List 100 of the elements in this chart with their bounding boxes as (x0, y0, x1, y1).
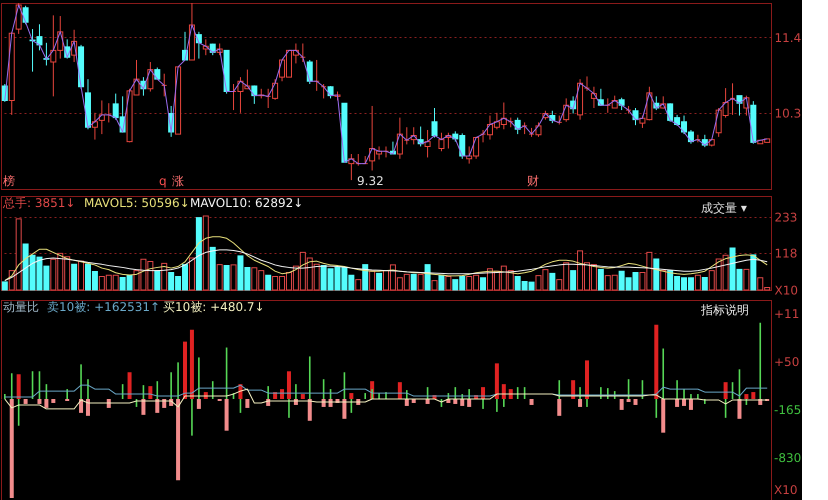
bar (154, 270, 160, 290)
bar (750, 254, 756, 290)
bar (362, 264, 368, 290)
text: -165 (774, 403, 802, 417)
bar (190, 330, 194, 400)
bar (10, 399, 14, 498)
bar (300, 394, 305, 400)
bar (216, 264, 223, 290)
text: +50 (774, 355, 800, 369)
bar (196, 399, 201, 409)
bar (224, 265, 230, 290)
bar (688, 399, 693, 410)
bar (620, 399, 624, 410)
candlestick (320, 83, 327, 99)
bar (530, 399, 534, 405)
bar (224, 399, 229, 431)
bar (480, 277, 486, 290)
bar (494, 363, 499, 400)
bar (44, 399, 48, 408)
candlestick (438, 132, 444, 152)
y-tick-label: 11.4 (774, 30, 802, 45)
line-series (4, 249, 768, 282)
bar (682, 399, 686, 406)
bar (502, 384, 506, 400)
bar (155, 399, 160, 413)
bar (584, 360, 589, 400)
bar (404, 399, 409, 406)
bar (653, 258, 660, 290)
annotation: 榜 (3, 174, 15, 188)
bar (188, 258, 195, 290)
bar (376, 272, 382, 290)
bar (432, 280, 438, 290)
bar (675, 399, 680, 407)
bar (78, 260, 84, 290)
y-tick-label: 118 (774, 246, 798, 261)
bar (661, 399, 666, 433)
text: -830 (774, 451, 802, 465)
annotation: 成交量 ▾ (701, 201, 747, 215)
bar (16, 374, 21, 400)
bar (161, 262, 168, 290)
bar (202, 216, 209, 290)
bar (598, 268, 604, 290)
bar (694, 274, 701, 290)
bar (426, 399, 430, 404)
candlestick (300, 42, 306, 63)
bar (751, 392, 756, 400)
text: +11 (774, 307, 800, 321)
bar (86, 399, 90, 416)
bar (349, 393, 354, 400)
y-tick-label: X10 (774, 284, 798, 298)
bar (660, 270, 666, 290)
bar (438, 274, 444, 290)
candlestick (92, 112, 98, 140)
bar (265, 274, 272, 290)
candlestick (43, 42, 50, 66)
bar (2, 281, 8, 290)
bar (342, 399, 346, 419)
candlestick (730, 82, 736, 116)
candlestick (22, 5, 29, 25)
bar (308, 399, 312, 421)
bar (355, 279, 362, 290)
candlestick (161, 73, 168, 97)
bar (230, 264, 237, 290)
text: 买10被: +480.7↓ (163, 300, 265, 314)
bar (508, 389, 513, 400)
bar (578, 399, 582, 407)
bar (286, 371, 291, 400)
bar (743, 268, 750, 290)
text: 指标说明 (700, 303, 749, 317)
bar (418, 274, 424, 290)
text: 卖10被: +162531↑ (47, 300, 160, 314)
bar (724, 382, 728, 400)
bar (128, 372, 132, 400)
bar (460, 399, 464, 406)
candlestick (432, 108, 438, 138)
bar (557, 399, 562, 416)
text: MAVOL5: 50596↓ (84, 196, 190, 210)
bar (51, 399, 56, 403)
candlestick (424, 129, 431, 158)
bar (280, 389, 284, 400)
bar (24, 399, 28, 404)
bar (148, 386, 152, 400)
bar (570, 270, 576, 290)
bar (702, 276, 708, 290)
candlestick (522, 122, 528, 135)
text: MAVOL10: 62892↓ (190, 196, 304, 210)
bar (141, 399, 146, 415)
bar (245, 399, 250, 408)
bar (71, 264, 78, 290)
bar (410, 274, 417, 290)
y-tick-label: 10.3 (774, 106, 802, 120)
bar (424, 264, 431, 290)
bar (176, 399, 180, 480)
bar (79, 399, 84, 413)
candlestick (147, 62, 154, 92)
bar (37, 399, 42, 404)
bar (744, 394, 748, 400)
bar (183, 342, 188, 400)
annotation: 涨 (172, 174, 184, 188)
bar (210, 246, 216, 290)
